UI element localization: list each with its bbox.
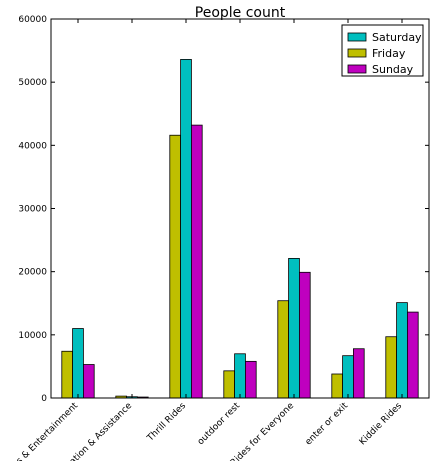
legend: Saturday Friday Sunday [341,24,424,77]
bar-saturday-4 [288,257,300,399]
bar-saturday-3 [234,353,246,399]
bar-sunday-4 [298,271,311,399]
bar-friday-4 [277,300,289,399]
legend-swatch-sunday [347,64,367,74]
x-tick-label-3: outdoor rest [196,401,242,447]
y-tick-label-3: 30000 [18,205,47,215]
x-tick-label-6: Kiddie Rides [358,401,404,447]
bar-friday-3 [223,370,236,399]
x-tick-label-2: Thrill Rides [145,401,188,444]
chart-title: People count [195,5,286,21]
bar-saturday-0 [72,328,84,399]
bar-friday-2 [169,134,182,399]
plot-area: 0 10000 20000 30000 40000 50000 60000 s & Enter… [15,15,430,461]
bar-friday-0 [61,350,73,399]
bar-friday-5 [331,373,343,399]
y-tick-label-0: 0 [41,394,47,404]
y-tick-label-1: 10000 [18,331,47,341]
bar-sunday-3 [244,360,257,399]
x-tick-label-5: enter or exit [304,401,351,448]
y-tick-label-4: 40000 [18,141,47,151]
legend-label-sunday: Sunday [372,63,414,76]
y-tick-label-5: 50000 [18,78,47,88]
bar-sunday-0 [83,364,95,399]
bar-saturday-6 [396,302,408,399]
bar-sunday-6 [406,311,419,399]
bar-sunday-5 [352,348,365,399]
y-tick-label-2: 20000 [18,268,47,278]
bar-sunday-2 [190,124,203,399]
bar-friday-6 [385,336,397,399]
legend-swatch-friday [347,48,367,58]
bar-saturday-2 [180,59,192,399]
legend-label-saturday: Saturday [372,31,422,44]
x-tick-label-0: s & Entertainment [15,401,81,461]
legend-label-friday: Friday [372,47,406,60]
y-tick-label-6: 60000 [18,15,47,25]
legend-swatch-saturday [347,32,367,42]
bar-saturday-5 [342,355,354,399]
